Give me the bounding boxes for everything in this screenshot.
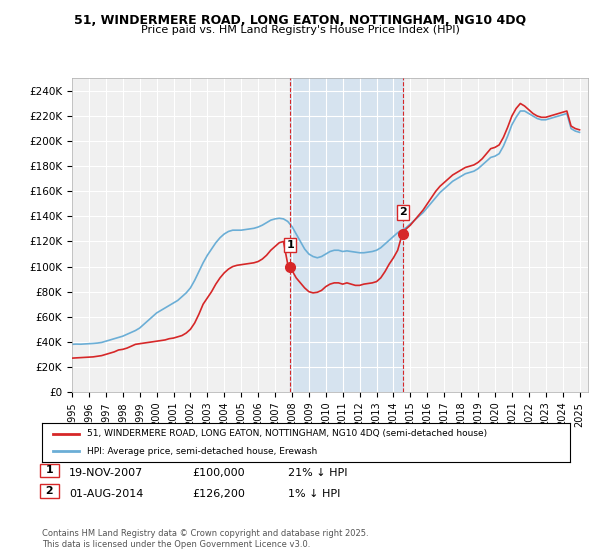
Text: 2: 2 <box>400 207 407 217</box>
Text: £126,200: £126,200 <box>192 489 245 499</box>
Text: 19-NOV-2007: 19-NOV-2007 <box>69 468 143 478</box>
Text: 01-AUG-2014: 01-AUG-2014 <box>69 489 143 499</box>
Text: 2: 2 <box>42 486 58 496</box>
Text: HPI: Average price, semi-detached house, Erewash: HPI: Average price, semi-detached house,… <box>87 446 317 455</box>
Text: £100,000: £100,000 <box>192 468 245 478</box>
Text: Price paid vs. HM Land Registry's House Price Index (HPI): Price paid vs. HM Land Registry's House … <box>140 25 460 35</box>
Text: Contains HM Land Registry data © Crown copyright and database right 2025.
This d: Contains HM Land Registry data © Crown c… <box>42 529 368 549</box>
Bar <box>290 78 403 392</box>
Text: 21% ↓ HPI: 21% ↓ HPI <box>288 468 347 478</box>
Text: 51, WINDERMERE ROAD, LONG EATON, NOTTINGHAM, NG10 4DQ: 51, WINDERMERE ROAD, LONG EATON, NOTTING… <box>74 14 526 27</box>
Text: 1: 1 <box>286 240 294 250</box>
Text: 51, WINDERMERE ROAD, LONG EATON, NOTTINGHAM, NG10 4DQ (semi-detached house): 51, WINDERMERE ROAD, LONG EATON, NOTTING… <box>87 430 487 438</box>
Text: 1% ↓ HPI: 1% ↓ HPI <box>288 489 340 499</box>
Text: 1: 1 <box>42 465 58 475</box>
